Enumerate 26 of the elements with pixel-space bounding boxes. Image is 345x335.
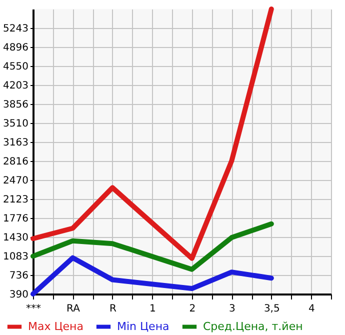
y-tick-label: 736	[9, 270, 28, 282]
y-tick-label: 2816	[3, 156, 28, 168]
x-tick-label: ***	[26, 304, 41, 314]
y-tick-label: 1083	[3, 252, 28, 263]
y-tick-label: 4896	[3, 42, 28, 54]
y-tick-label: 5243	[3, 24, 28, 35]
x-tick-label: 3,5	[264, 304, 280, 314]
legend-label: Сред.Цена, т.йен	[203, 320, 303, 333]
x-tick-label: 1	[150, 304, 156, 314]
y-tick-label: 3163	[3, 138, 28, 149]
y-tick-label: 2123	[3, 194, 28, 206]
x-tick-label: R	[109, 304, 116, 314]
x-tick-label: RA	[66, 304, 80, 314]
y-tick-label: 390	[9, 290, 28, 300]
legend-label: Max Цена	[28, 320, 84, 333]
y-tick-label: 4550	[3, 62, 28, 72]
y-tick-label: 3856	[3, 100, 28, 111]
x-tick-label: 2	[189, 304, 196, 314]
y-tick-label: 3510	[3, 118, 28, 130]
legend-label: Min Цена	[117, 320, 170, 333]
x-tick-label: 4	[308, 304, 315, 314]
x-tick-label: 3	[228, 304, 236, 314]
y-tick-label: 1776	[3, 214, 28, 225]
y-tick-label: 2470	[3, 176, 28, 186]
y-tick-label: 4203	[3, 80, 28, 92]
y-tick-label: 1430	[3, 232, 28, 244]
